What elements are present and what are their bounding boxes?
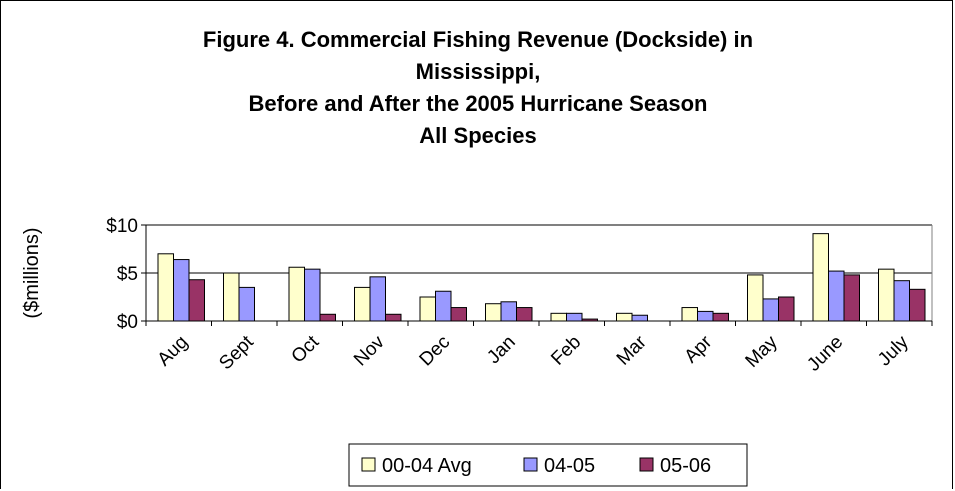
bar-04-05-sept [238, 286, 255, 322]
bar-05-06-june [843, 274, 860, 322]
bar-00-04-avg-feb [550, 312, 567, 322]
bar-04-05-jan [500, 301, 517, 322]
x-category-label: Dec [416, 332, 455, 371]
axes [141, 224, 933, 326]
chart-title-line: All Species [419, 123, 536, 148]
bar-00-04-avg-nov [354, 286, 371, 322]
bar-04-05-mar [631, 314, 648, 322]
bar-04-05-aug [173, 259, 190, 322]
bar-00-04-avg-jan [485, 303, 502, 322]
legend-label: 05-06 [660, 455, 711, 477]
y-tick-label: $0 [117, 312, 138, 333]
chart-title-line: Before and After the 2005 Hurricane Seas… [249, 91, 708, 116]
bar-00-04-avg-mar [616, 312, 633, 322]
bar-00-04-avg-dec [419, 296, 436, 322]
y-tick-labels: $0 $5 $10 [106, 216, 138, 333]
bar-04-05-dec [435, 290, 452, 322]
legend: 00-04 Avg 04-05 05-06 [348, 443, 748, 487]
x-category-labels: Aug Sept Oct Nov Dec Jan Feb Mar Apr May June July [154, 331, 914, 375]
bars [157, 233, 926, 322]
x-category-label: May [742, 331, 783, 372]
bar-04-05-june [828, 270, 845, 322]
bar-05-06-oct [319, 313, 336, 322]
x-category-label: Feb [547, 332, 585, 370]
legend-swatch [361, 457, 376, 472]
y-axis-label: ($millions) [21, 227, 43, 318]
bar-00-04-avg-oct [288, 266, 305, 322]
bar-04-05-feb [566, 312, 583, 322]
bar-00-04-avg-july [878, 268, 895, 322]
x-category-label: Nov [350, 331, 389, 370]
legend-swatch [639, 457, 654, 472]
x-category-label: Sept [215, 331, 258, 374]
bar-05-06-may [778, 296, 795, 322]
legend-label: 00-04 Avg [382, 455, 472, 477]
x-category-label: July [874, 331, 913, 370]
x-category-label: June [803, 332, 847, 376]
x-category-label: Aug [154, 332, 193, 371]
x-category-label: Jan [483, 332, 520, 369]
bar-05-06-dec [450, 307, 467, 322]
y-tick-label: $5 [117, 264, 138, 285]
y-tick-label: $10 [106, 216, 138, 237]
bar-05-06-nov [385, 313, 402, 322]
bar-05-06-july [909, 288, 926, 322]
bar-04-05-apr [697, 310, 714, 322]
x-category-label: Oct [288, 331, 324, 367]
bar-05-06-apr [712, 312, 729, 322]
bar-05-06-aug [188, 279, 205, 322]
bar-00-04-avg-aug [157, 253, 174, 322]
bar-04-05-nov [369, 276, 386, 322]
legend-swatch [523, 457, 538, 472]
bar-00-04-avg-apr [681, 307, 698, 322]
bar-00-04-avg-june [812, 233, 829, 322]
legend-label: 04-05 [544, 455, 595, 477]
x-category-label: Mar [613, 331, 651, 369]
gridlines [146, 224, 932, 274]
chart-title-line: Figure 4. Commercial Fishing Revenue (Do… [203, 27, 753, 52]
bar-05-06-jan [516, 307, 533, 322]
chart-title-line: Mississippi, [416, 59, 541, 84]
legend-box [348, 443, 748, 487]
bar-04-05-july [893, 280, 910, 322]
bar-04-05-oct [304, 268, 321, 322]
bar-00-04-avg-may [747, 274, 764, 322]
bar-00-04-avg-sept [223, 272, 240, 322]
bar-04-05-may [762, 298, 779, 322]
x-category-label: Apr [681, 331, 717, 367]
chart-title: Figure 4. Commercial Fishing Revenue (Do… [203, 27, 753, 148]
